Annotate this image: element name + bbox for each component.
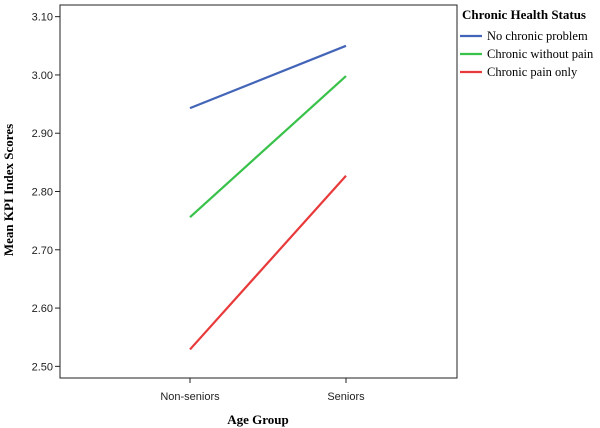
y-tick-label: 2.90 [32,128,53,140]
legend-label: No chronic problem [487,29,588,43]
y-tick-label: 2.80 [32,187,53,199]
y-tick-label: 3.00 [32,70,53,82]
x-axis-title: Age Group [227,412,289,427]
x-tick-label: Seniors [327,391,365,403]
x-tick-label: Non-seniors [160,391,220,403]
y-axis-title: Mean KPI Index Scores [1,124,16,256]
series-lines [189,44,347,351]
legend-label: Chronic pain only [487,65,578,79]
legend-label: Chronic without pain [487,47,594,61]
series-line-2 [189,75,347,218]
legend-title: Chronic Health Status [462,7,586,22]
series-line-3 [189,175,347,351]
x-axis: Non-seniors Seniors [160,378,365,403]
y-tick-label: 2.60 [32,303,53,315]
y-tick-label: 2.70 [32,245,53,257]
plot-area [59,4,458,379]
y-tick-label: 3.10 [32,12,53,24]
y-tick-label: 2.50 [32,361,53,373]
legend: Chronic Health Status No chronic problem… [460,7,594,79]
y-axis: 2.50 2.60 2.70 2.80 2.90 3.00 3.10 [32,12,60,373]
series-line-1 [189,44,347,110]
